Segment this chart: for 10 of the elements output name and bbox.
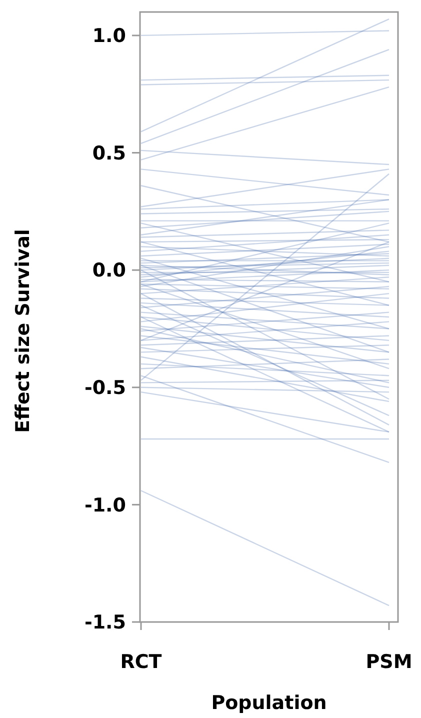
x-tick-label: RCT <box>120 651 162 673</box>
y-tick-label: -1.0 <box>84 494 126 516</box>
y-tick-label: -0.5 <box>84 377 126 400</box>
y-tick-label: -1.5 <box>84 612 126 634</box>
y-tick-label: 0.5 <box>92 142 126 164</box>
y-tick-label: 0.0 <box>92 260 126 282</box>
y-tick-label: 1.0 <box>92 25 126 48</box>
x-tick-label: PSM <box>366 651 412 673</box>
y-axis-title: Effect size Survival <box>12 229 34 433</box>
x-axis-title: Population <box>211 692 327 714</box>
